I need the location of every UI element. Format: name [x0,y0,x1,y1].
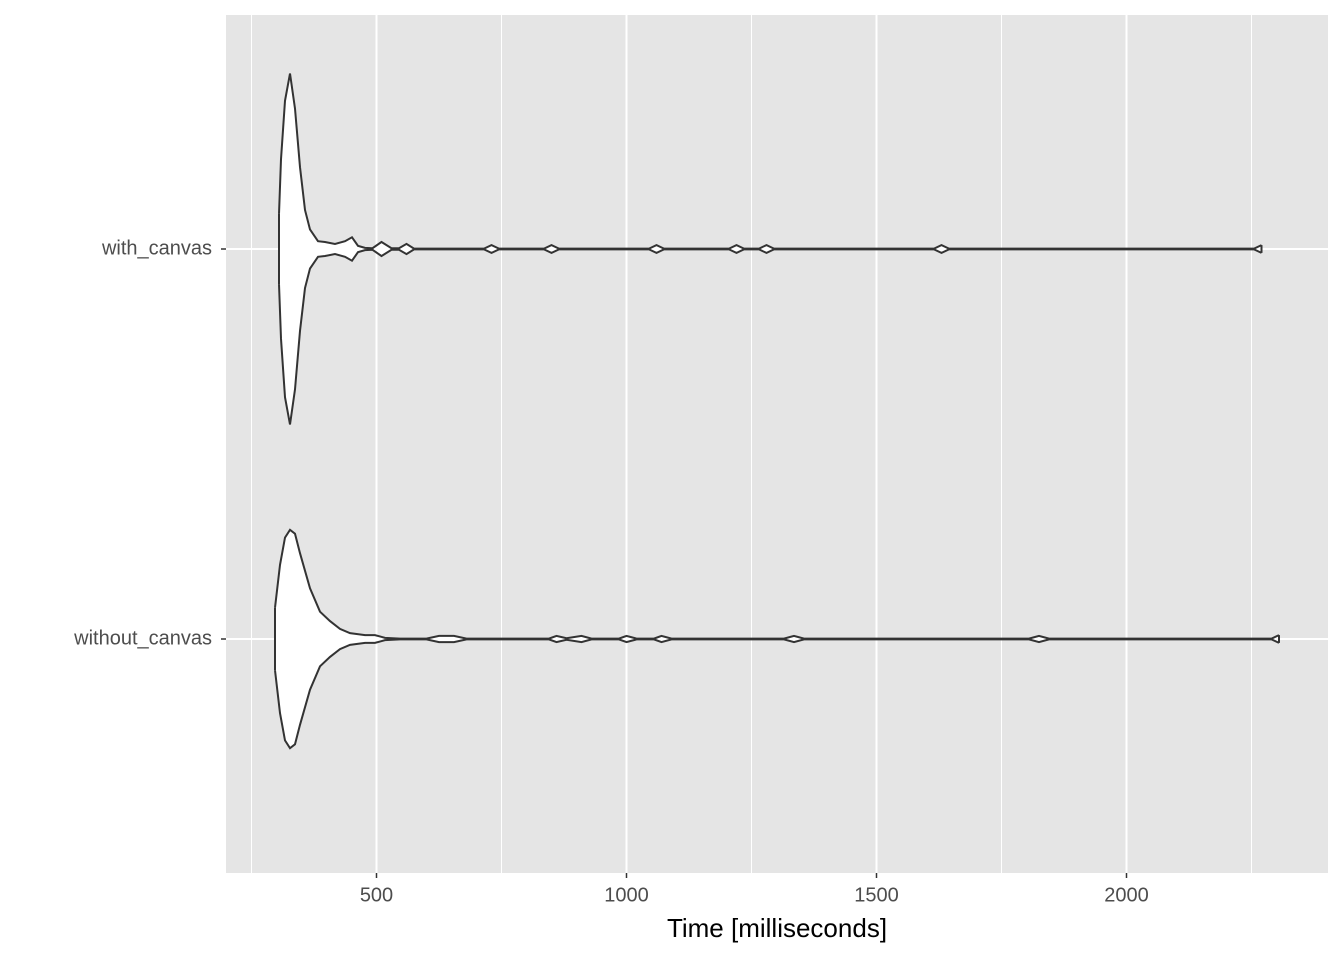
x-tick-label: 500 [360,884,393,906]
violin-outline [278,248,1262,425]
panel [226,15,1328,873]
x-tick-label: 1500 [854,884,899,906]
y-tick-label: without_canvas [73,627,212,649]
x-tick-label: 2000 [1104,884,1149,906]
x-tick-label: 1000 [604,884,649,906]
x-axis-label: Time [milliseconds] [667,913,887,943]
y-tick-label: with_canvas [101,237,212,259]
violin-outline [274,638,1280,750]
